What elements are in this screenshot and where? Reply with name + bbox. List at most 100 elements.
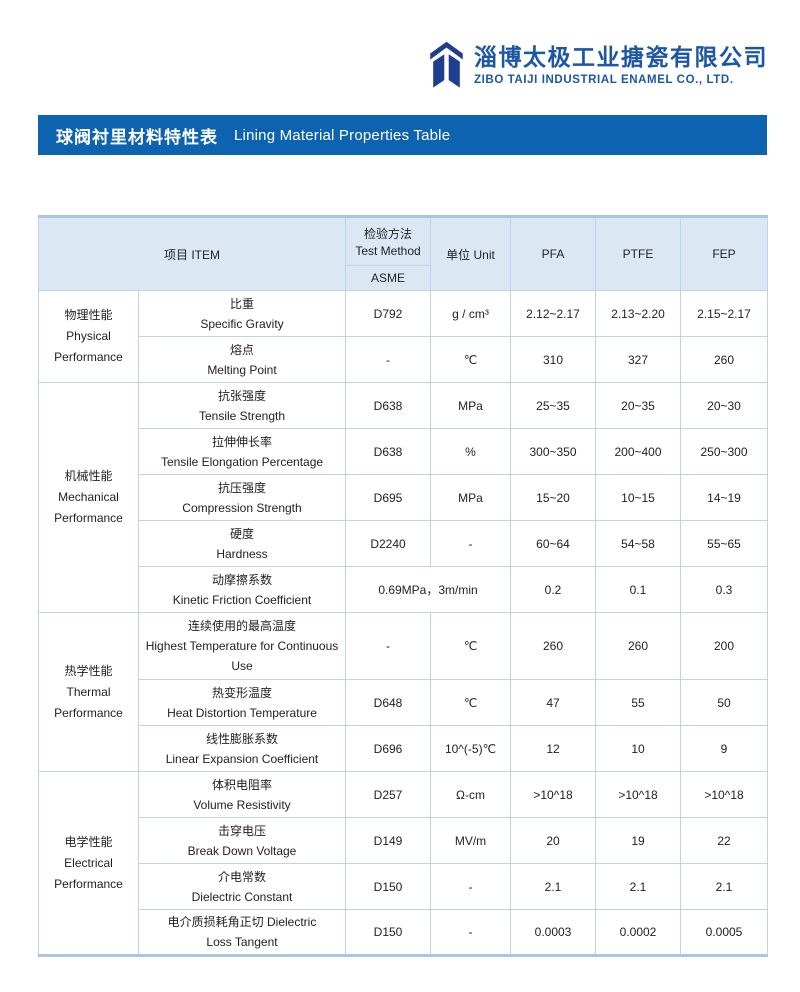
cell-ptfe-value: 20~35 <box>595 382 681 429</box>
company-name-cn: 淄博太极工业搪瓷有限公司 <box>474 44 768 70</box>
table-row: 介电常数 Dielectric Constant D150 - 2.1 2.1 … <box>39 863 768 910</box>
cell-ptfe-value: 10 <box>595 725 681 772</box>
cell-method: D638 <box>345 382 431 429</box>
header-test-method-top: 检验方法 Test Method <box>346 218 430 266</box>
cell-fep-value: 2.15~2.17 <box>680 290 768 337</box>
table-row: 动摩擦系数 Kinetic Friction Coefficient 0.69M… <box>39 566 768 613</box>
cell-unit: - <box>430 863 511 910</box>
cell-property: 电介质损耗角正切 Dielectric Loss Tangent <box>138 909 346 956</box>
cell-ptfe-value: 0.0002 <box>595 909 681 956</box>
cell-fep-value: 9 <box>680 725 768 772</box>
cell-ptfe-value: 327 <box>595 336 681 383</box>
cell-fep-value: 14~19 <box>680 474 768 521</box>
cell-property: 介电常数 Dielectric Constant <box>138 863 346 910</box>
table-row: 热变形温度 Heat Distortion Temperature D648 ℃… <box>39 679 768 726</box>
cell-pfa-value: 0.0003 <box>510 909 596 956</box>
cell-property: 熔点 Melting Point <box>138 336 346 383</box>
cell-property: 连续使用的最高温度 Highest Temperature for Contin… <box>138 612 346 680</box>
page-title-en: Lining Material Properties Table <box>234 126 451 144</box>
cell-ptfe-value: 2.1 <box>595 863 681 910</box>
cell-ptfe-value: 0.1 <box>595 566 681 613</box>
cell-fep-value: 200 <box>680 612 768 680</box>
cell-unit: MPa <box>430 382 511 429</box>
group-electrical-performance: 电学性能 Electrical Performance <box>38 771 139 956</box>
cell-fep-value: 50 <box>680 679 768 726</box>
cell-unit: MV/m <box>430 817 511 864</box>
company-name-en: ZIBO TAIJI INDUSTRIAL ENAMEL CO., LTD. <box>474 74 734 86</box>
cell-method: D695 <box>345 474 431 521</box>
header-item: 项目 ITEM <box>38 216 346 291</box>
cell-pfa-value: 15~20 <box>510 474 596 521</box>
cell-ptfe-value: >10^18 <box>595 771 681 818</box>
cell-fep-value: 22 <box>680 817 768 864</box>
header-test-method-en: Test Method <box>355 244 421 258</box>
table-row: 机械性能 Mechanical Performance 抗张强度 Tensile… <box>38 382 768 613</box>
table-row: 抗压强度 Compression Strength D695 MPa 15~20… <box>39 474 768 521</box>
table-row: 拉伸伸长率 Tensile Elongation Percentage D638… <box>39 428 768 475</box>
cell-method: D149 <box>345 817 431 864</box>
cell-ptfe-value: 260 <box>595 612 681 680</box>
table-row: 电学性能 Electrical Performance 体积电阻率 Volume… <box>38 771 768 956</box>
cell-property: 击穿电压 Break Down Voltage <box>138 817 346 864</box>
group-mechanical-performance: 机械性能 Mechanical Performance <box>38 382 139 613</box>
cell-property: 动摩擦系数 Kinetic Friction Coefficient <box>138 566 346 613</box>
table-row: 热学性能 Thermal Performance 连续使用的最高温度 Highe… <box>38 612 768 772</box>
cell-method: - <box>345 336 431 383</box>
cell-method: D696 <box>345 725 431 772</box>
table-row: 物理性能 Physical Performance 比重 Specific Gr… <box>38 290 768 383</box>
table-row: 电介质损耗角正切 Dielectric Loss Tangent D150 - … <box>39 909 768 956</box>
cell-property: 硬度 Hardness <box>138 520 346 567</box>
cell-property: 热变形温度 Heat Distortion Temperature <box>138 679 346 726</box>
table-row: 硬度 Hardness D2240 - 60~64 54~58 55~65 <box>39 520 768 567</box>
cell-pfa-value: 12 <box>510 725 596 772</box>
cell-fep-value: 2.1 <box>680 863 768 910</box>
cell-unit: Ω-cm <box>430 771 511 818</box>
cell-unit: g / cm³ <box>430 290 511 337</box>
cell-pfa-value: 0.2 <box>510 566 596 613</box>
cell-unit: 10^(-5)℃ <box>430 725 511 772</box>
cell-method: D150 <box>345 863 431 910</box>
cell-property: 线性膨胀系数 Linear Expansion Coefficient <box>138 725 346 772</box>
cell-property: 抗压强度 Compression Strength <box>138 474 346 521</box>
cell-pfa-value: >10^18 <box>510 771 596 818</box>
company-logo-icon <box>430 41 463 88</box>
cell-unit: MPa <box>430 474 511 521</box>
cell-unit: ℃ <box>430 612 511 680</box>
cell-property: 抗张强度 Tensile Strength <box>138 382 346 429</box>
cell-method: D648 <box>345 679 431 726</box>
header-test-method-standard: ASME <box>370 271 405 285</box>
cell-pfa-value: 300~350 <box>510 428 596 475</box>
cell-pfa-value: 60~64 <box>510 520 596 567</box>
cell-ptfe-value: 19 <box>595 817 681 864</box>
cell-pfa-value: 2.12~2.17 <box>510 290 596 337</box>
group-physical-performance: 物理性能 Physical Performance <box>38 290 139 383</box>
header-material-ptfe: PTFE <box>595 216 681 291</box>
cell-ptfe-value: 54~58 <box>595 520 681 567</box>
cell-fep-value: 0.3 <box>680 566 768 613</box>
company-header: 淄博太极工业搪瓷有限公司 ZIBO TAIJI INDUSTRIAL ENAME… <box>428 36 768 94</box>
cell-pfa-value: 260 <box>510 612 596 680</box>
header-test-method: 检验方法 Test Method ASME <box>345 216 431 291</box>
cell-property: 比重 Specific Gravity <box>138 290 346 337</box>
cell-fep-value: 55~65 <box>680 520 768 567</box>
header-material-pfa: PFA <box>510 216 596 291</box>
cell-fep-value: 250~300 <box>680 428 768 475</box>
cell-fep-value: 260 <box>680 336 768 383</box>
page-title-cn: 球阀衬里材料特性表 <box>56 127 218 147</box>
cell-method: D257 <box>345 771 431 818</box>
header-test-method-cn: 检验方法 <box>363 227 412 241</box>
cell-pfa-value: 47 <box>510 679 596 726</box>
company-name-block: 淄博太极工业搪瓷有限公司 ZIBO TAIJI INDUSTRIAL ENAME… <box>474 42 768 88</box>
header-material-fep: FEP <box>680 216 768 291</box>
table-row: 线性膨胀系数 Linear Expansion Coefficient D696… <box>39 725 768 772</box>
cell-unit: ℃ <box>430 336 511 383</box>
cell-unit: - <box>430 520 511 567</box>
table-row: 熔点 Melting Point - ℃ 310 327 260 <box>39 336 768 383</box>
cell-method: - <box>345 612 431 680</box>
cell-fep-value: 20~30 <box>680 382 768 429</box>
cell-unit: % <box>430 428 511 475</box>
header-unit: 单位 Unit <box>430 216 511 291</box>
cell-fep-value: 0.0005 <box>680 909 768 956</box>
page-title-bar: 球阀衬里材料特性表 Lining Material Properties Tab… <box>38 115 767 155</box>
